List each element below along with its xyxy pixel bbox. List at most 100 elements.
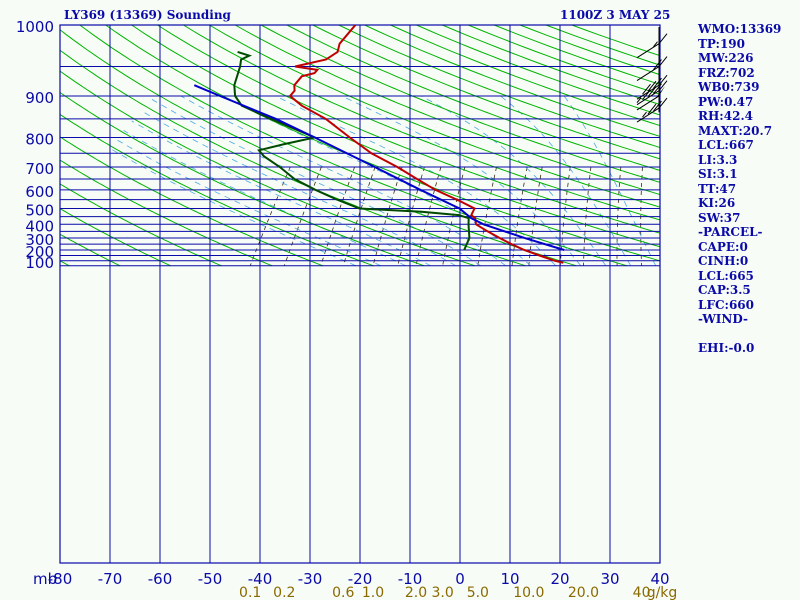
dry-adiabat: [312, 25, 660, 160]
dry-adiabat: [60, 233, 121, 267]
mixing-ratio-line: [511, 166, 528, 266]
wind-barb-feather: [653, 59, 662, 70]
dry-adiabat: [286, 25, 660, 171]
pressure-tick-label: 700: [25, 160, 54, 178]
stat-line: RH:42.4: [698, 109, 753, 123]
plot-frame: [59, 24, 661, 564]
mixing-ratio-line: [283, 166, 322, 266]
moist-adiabat: [275, 95, 557, 267]
pressure-tick-label: 1000: [16, 18, 54, 36]
dry-adiabat: [183, 25, 660, 221]
stat-line: EHI:-0.0: [698, 341, 755, 355]
moist-adiabat: [140, 109, 456, 267]
dry-adiabat: [60, 70, 476, 267]
stat-line: CINH:0: [698, 254, 749, 268]
wind-barb-feather: [642, 83, 651, 95]
temperature-tick-label: 20: [550, 570, 569, 588]
mixing-ratio-line: [397, 166, 425, 266]
wind-barb-half-feather: [636, 97, 642, 104]
grid: [59, 24, 661, 564]
chart-title: LY369 (13369) Sounding: [64, 8, 231, 22]
pressure-tick-label: 600: [25, 183, 54, 201]
temperature-tick-label: 0: [455, 570, 465, 588]
stat-line: LCL:665: [698, 268, 754, 283]
dry-adiabat: [60, 113, 374, 267]
stats-panel: WMO:13369 TP:190 MW:226 FRZ:702 WB0:739 PW:0.…: [698, 22, 800, 356]
dry-adiabat: [390, 25, 660, 127]
wind-barb-feather: [647, 80, 657, 92]
temperature-tick-label: 40: [650, 570, 669, 588]
stat-line: CAP:3.5: [698, 283, 751, 297]
mixing-ratio-line: [640, 166, 643, 266]
stat-line: TT:47: [698, 181, 737, 196]
temperature-tick-label: -30: [298, 570, 323, 588]
stat-line: FRZ:702: [698, 65, 755, 80]
wind-barb-staff: [636, 107, 660, 123]
dry-adiabat: [234, 25, 660, 196]
dry-adiabat: [105, 25, 660, 262]
mixing-ratio-label: 1.0: [362, 585, 384, 600]
pressure-tick-label: 200: [25, 243, 54, 261]
dry-adiabat: [60, 49, 526, 267]
dry-adiabat: [338, 25, 660, 149]
wind-barb-feather: [647, 103, 657, 115]
mixing-ratio-lines: [249, 166, 643, 266]
mixing-ratio-label: 0.1: [239, 585, 261, 600]
mixing-ratio-line: [342, 166, 376, 266]
stat-line: WMO:13369: [698, 22, 782, 36]
wind-barb-feather: [653, 83, 662, 95]
pressure-unit-label: mb: [33, 570, 57, 588]
stat-line: PW:0.47: [698, 94, 754, 109]
mixing-ratio-label: 5.0: [467, 585, 489, 600]
wind-barb-feather: [642, 89, 651, 101]
dry-adiabat: [60, 91, 425, 267]
dry-adiabat: [60, 208, 171, 267]
dry-adiabat: [60, 136, 323, 267]
dry-adiabat: [157, 25, 660, 234]
stat-line: -PARCEL-: [698, 225, 763, 239]
mixing-ratio-line: [442, 166, 466, 266]
pressure-tick-label: 900: [25, 89, 54, 107]
moist-adiabat: [223, 95, 532, 267]
mixing-ratio-line: [477, 166, 497, 266]
mixing-ratio-label: 2.0: [405, 585, 427, 600]
stat-line: TP:190: [698, 36, 746, 51]
temperature-tick-label: 30: [600, 570, 619, 588]
wind-barb-half-feather: [653, 41, 658, 47]
pressure-tick-label: 800: [25, 131, 54, 149]
mixing-ratio-line: [616, 166, 622, 266]
stat-line: -WIND-: [698, 312, 748, 326]
mixing-ratio-label: g/kg: [647, 585, 678, 600]
temperature-profile: [288, 25, 564, 264]
wind-barb-feather: [653, 100, 662, 112]
parcel-profile: [193, 84, 565, 251]
mixing-ratio-label: 10.0: [513, 585, 544, 600]
stat-line: MW:226: [698, 51, 754, 65]
stat-line: [698, 327, 800, 342]
wind-barb-feather: [658, 80, 668, 92]
pressure-tick-label: 400: [25, 217, 54, 235]
mixing-ratio-line: [372, 166, 403, 266]
wind-barb-feather: [658, 33, 668, 44]
moist-adiabat: [563, 95, 657, 267]
dry-adiabat: [79, 25, 628, 267]
stat-line: MAXT:20.7: [698, 123, 773, 138]
moist-adiabat: [150, 98, 482, 267]
wind-barbs: [636, 27, 668, 123]
temperature-tick-label: 10: [500, 570, 519, 588]
mixing-ratio-label: 40: [633, 585, 651, 600]
wind-barb-feather: [658, 97, 668, 109]
moist-adiabat: [500, 95, 632, 267]
mixing-ratio-label: 0.6: [332, 585, 354, 600]
stat-line: WB0:739: [698, 80, 760, 94]
dry-adiabat: [60, 159, 273, 267]
stat-line: LCL:667: [698, 138, 754, 152]
wind-barb-staff: [636, 95, 660, 111]
chart-datetime: 1100Z 3 MAY 25: [560, 8, 671, 22]
temperature-tick-label: -60: [148, 570, 173, 588]
wind-barb-feather: [647, 86, 657, 98]
wind-barb-feather: [658, 56, 668, 67]
